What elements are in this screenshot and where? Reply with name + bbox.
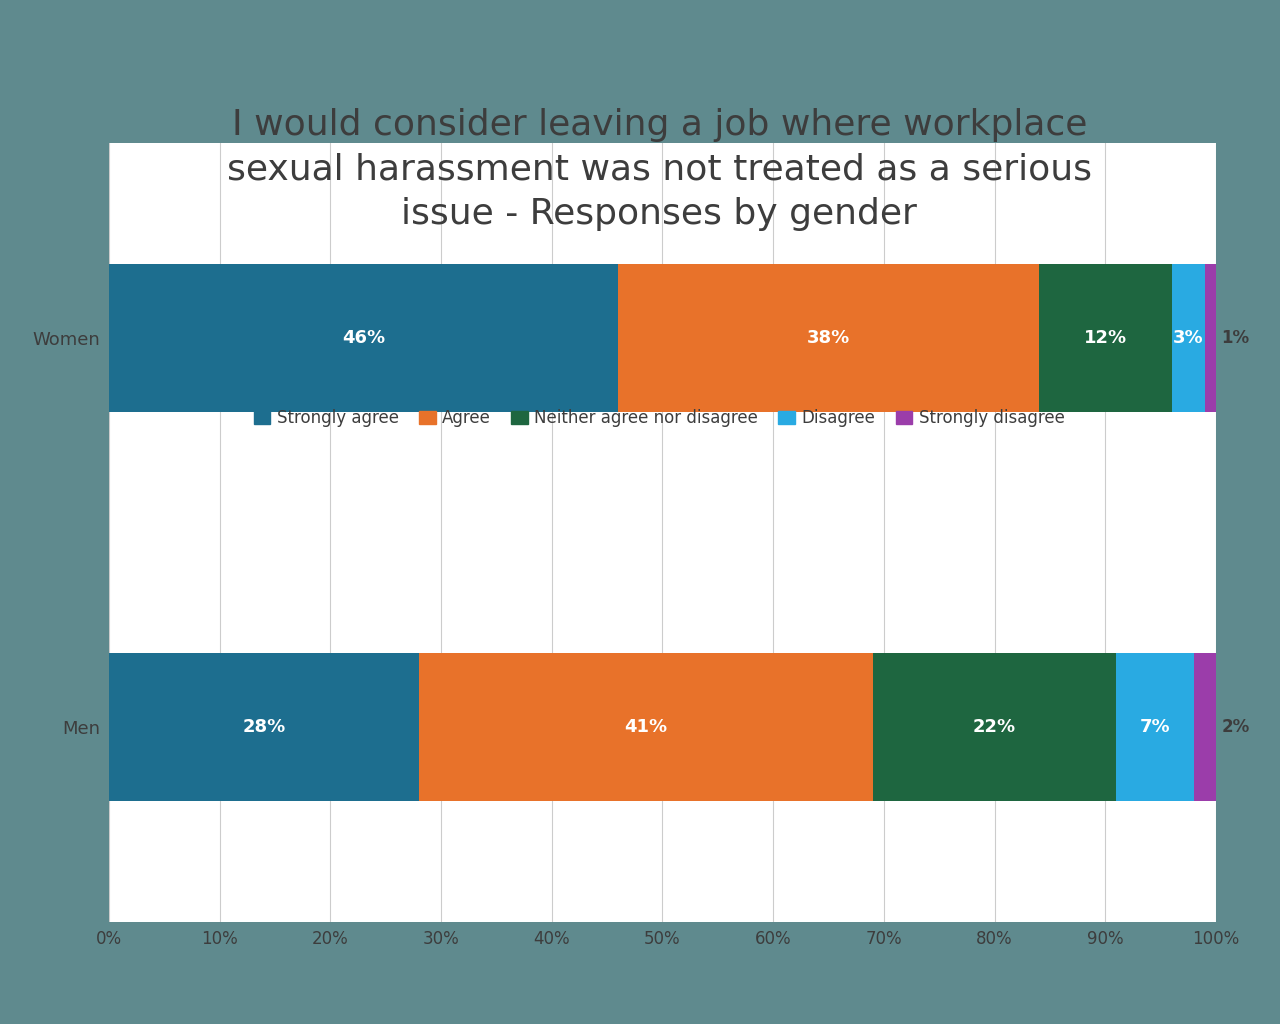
Bar [419, 653, 873, 801]
Text: 46%: 46% [342, 329, 385, 347]
Text: 22%: 22% [973, 718, 1016, 736]
Legend: Strongly agree, Agree, Neither agree nor disagree, Disagree, Strongly disagree: Strongly agree, Agree, Neither agree nor… [247, 402, 1071, 434]
Text: I would consider leaving a job where workplace
sexual harassment was not treated: I would consider leaving a job where wor… [227, 108, 1092, 231]
Text: 28%: 28% [242, 718, 285, 736]
Bar [618, 264, 1039, 412]
Bar [109, 653, 419, 801]
Bar [1194, 653, 1216, 801]
Text: 2%: 2% [1221, 718, 1249, 736]
Bar [109, 264, 618, 412]
Text: 12%: 12% [1084, 329, 1126, 347]
Text: 38%: 38% [806, 329, 850, 347]
Text: 41%: 41% [625, 718, 667, 736]
Text: 1%: 1% [1221, 329, 1249, 347]
Text: 7%: 7% [1139, 718, 1170, 736]
Bar [1204, 264, 1216, 412]
Bar [1116, 653, 1194, 801]
Bar [1039, 264, 1171, 412]
Text: 3%: 3% [1172, 329, 1203, 347]
Bar [873, 653, 1116, 801]
Bar [1171, 264, 1204, 412]
